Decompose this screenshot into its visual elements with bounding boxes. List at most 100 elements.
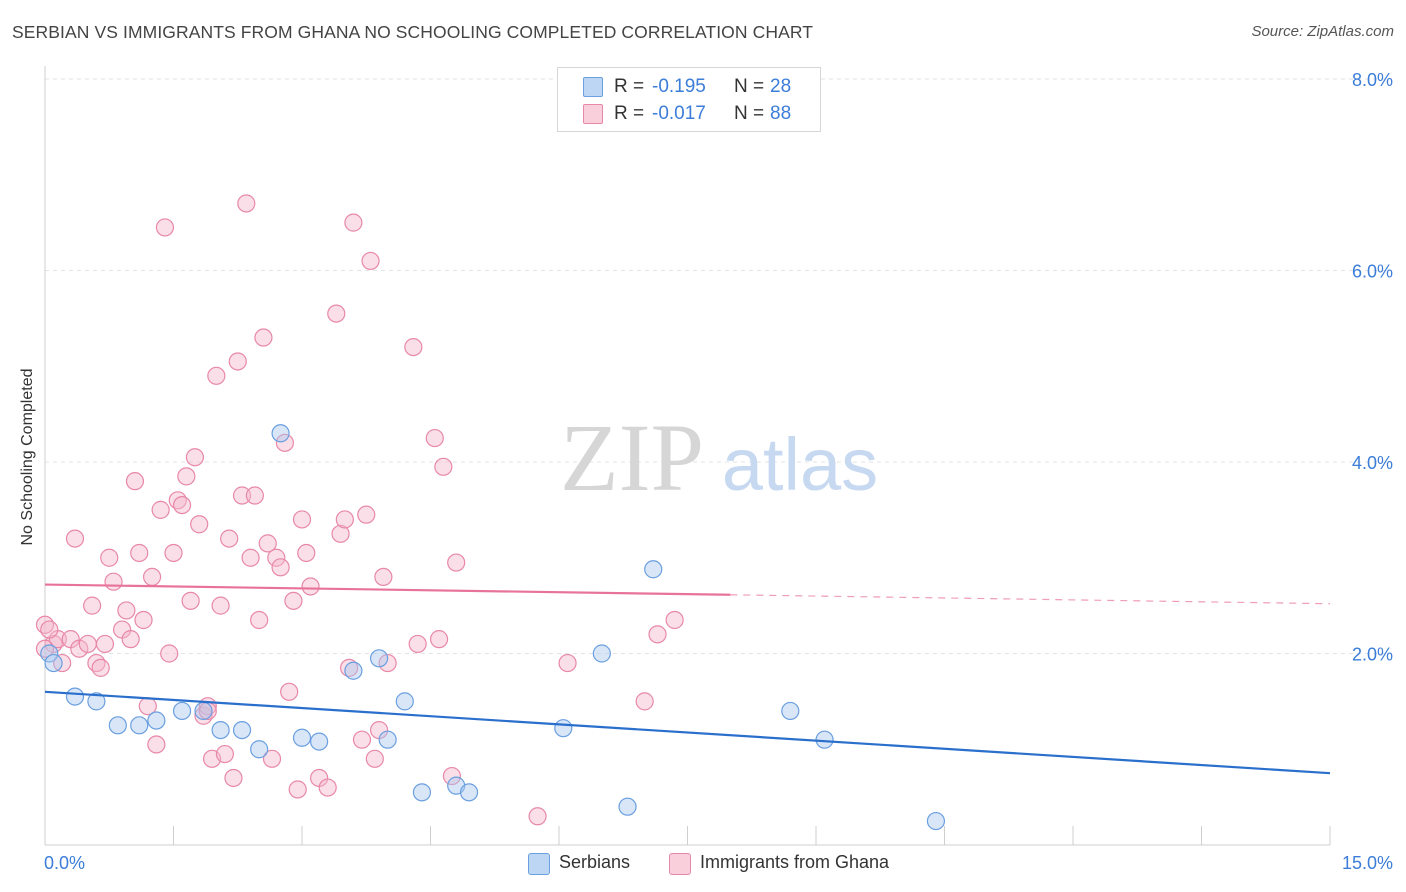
legend-label-serbians: Serbians [559, 852, 631, 872]
point-serbians [618, 797, 637, 816]
y-tick-label: 4.0% [1352, 453, 1393, 473]
point-ghana [284, 591, 303, 610]
point-ghana [301, 577, 320, 596]
stats-r-label: R = [614, 103, 645, 124]
point-serbians [344, 661, 363, 680]
point-ghana [262, 749, 282, 768]
point-ghana [665, 610, 684, 630]
point-ghana [365, 749, 384, 768]
point-serbians [44, 653, 63, 673]
point-serbians [108, 716, 127, 735]
point-serbians [412, 783, 432, 802]
point-serbians [554, 719, 573, 738]
point-ghana [374, 567, 393, 587]
point-ghana [177, 467, 196, 486]
point-serbians [40, 644, 59, 663]
point-ghana [357, 505, 376, 524]
point-ghana [95, 634, 115, 654]
stats-r-value: -0.017 [652, 103, 706, 124]
point-ghana [164, 543, 183, 563]
chart-title: SERBIAN VS IMMIGRANTS FROM GHANA NO SCHO… [12, 22, 814, 42]
point-serbians [172, 701, 192, 721]
watermark: ZIP atlas [560, 404, 878, 511]
point-ghana [292, 510, 312, 529]
y-tick-label: 8.0% [1352, 70, 1393, 90]
point-serbians [194, 701, 213, 721]
point-ghana [207, 366, 226, 385]
point-ghana [254, 328, 273, 347]
point-ghana [442, 766, 462, 786]
point-serbians [459, 783, 479, 802]
series-immigrants-from-ghana [35, 194, 684, 826]
point-ghana [327, 304, 346, 323]
point-ghana [125, 472, 145, 491]
point-serbians [395, 692, 414, 711]
point-ghana [245, 486, 264, 505]
point-ghana [361, 251, 380, 271]
point-serbians [130, 716, 149, 735]
trend-line-ghana-extrapolated [730, 594, 1331, 605]
point-ghana [224, 768, 243, 788]
point-ghana [40, 620, 59, 639]
point-ghana [228, 352, 247, 371]
tick-labels: 2.0% 4.0% 6.0% 8.0% 0.0% 15.0% [44, 70, 1393, 873]
grid-lines [45, 78, 1392, 654]
point-serbians [310, 732, 329, 751]
point-ghana [280, 682, 299, 701]
point-ghana [130, 543, 149, 563]
point-serbians [87, 692, 106, 711]
y-tick-label: 2.0% [1352, 645, 1393, 665]
stats-n-label: N = [734, 103, 765, 124]
trend-line-ghana [44, 583, 731, 596]
point-ghana [447, 553, 466, 572]
point-ghana [220, 529, 239, 548]
point-ghana [267, 548, 286, 567]
stats-n-value: 88 [770, 103, 792, 124]
point-ghana [181, 591, 200, 610]
point-ghana [83, 596, 102, 615]
point-serbians [232, 720, 252, 740]
point-serbians [815, 730, 834, 749]
point-ghana [104, 572, 123, 591]
point-ghana [142, 567, 162, 587]
point-ghana [250, 610, 269, 630]
point-serbians [65, 687, 85, 706]
point-ghana [318, 778, 337, 797]
point-ghana [160, 644, 179, 663]
axes [44, 66, 1331, 846]
point-serbians [370, 649, 389, 668]
point-ghana [117, 601, 136, 620]
point-ghana [241, 548, 260, 567]
point-ghana [172, 495, 192, 515]
point-ghana [232, 486, 252, 505]
point-ghana [190, 515, 209, 534]
point-ghana [344, 213, 363, 232]
stats-n-label: N = [734, 76, 765, 97]
point-ghana [100, 548, 119, 567]
point-ghana [65, 529, 85, 548]
point-ghana [70, 639, 89, 658]
point-serbians [926, 811, 946, 831]
point-serbians [644, 560, 663, 579]
point-ghana [271, 558, 290, 577]
point-serbians [147, 711, 166, 730]
point-ghana [151, 500, 170, 519]
stats-r-label: R = [614, 76, 645, 97]
point-ghana [275, 433, 294, 452]
point-ghana [648, 625, 667, 644]
stats-r-value: -0.195 [652, 76, 706, 97]
point-ghana [297, 543, 316, 563]
point-serbians [592, 644, 611, 663]
point-serbians [271, 424, 290, 443]
point-ghana [215, 744, 234, 764]
y-tick-label: 6.0% [1352, 262, 1393, 282]
legend-swatch-ghana [669, 853, 691, 875]
point-ghana [78, 634, 97, 654]
point-ghana [121, 630, 140, 649]
point-ghana [91, 658, 110, 677]
point-ghana [429, 630, 449, 649]
legend: Serbians Immigrants from Ghana [0, 852, 1406, 878]
series-serbians [40, 424, 946, 831]
point-serbians [378, 730, 397, 749]
